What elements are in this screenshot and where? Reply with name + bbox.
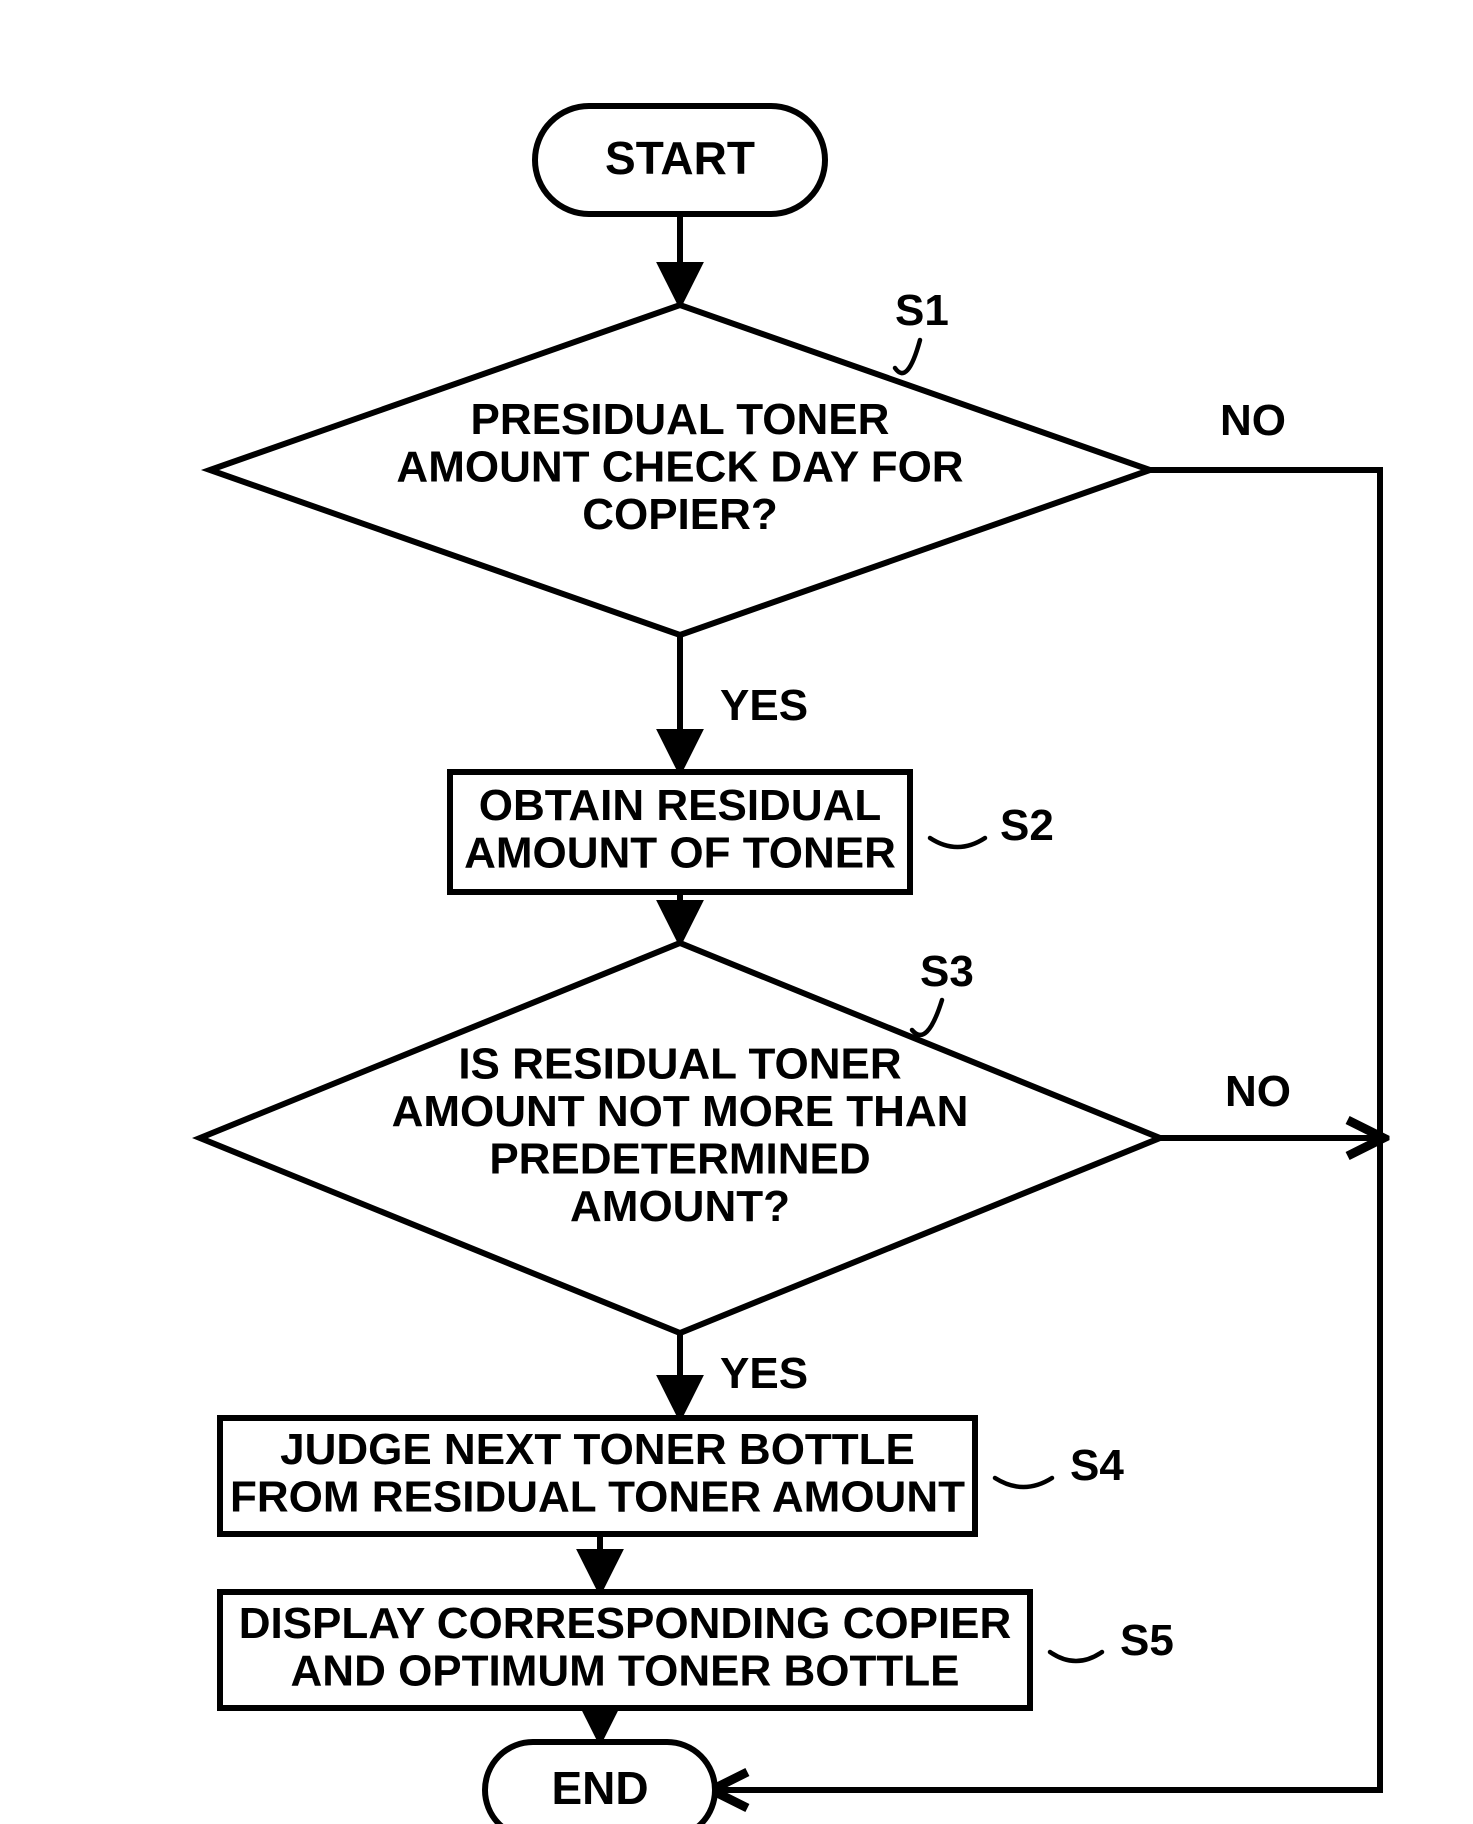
node-s1: PRESIDUAL TONERAMOUNT CHECK DAY FORCOPIE… [210,305,1150,635]
s3-text: AMOUNT? [570,1182,790,1231]
step-callout-s4 [995,1478,1052,1487]
step-label-s3: S3 [920,947,974,996]
start-text: START [605,132,755,184]
node-s4: JUDGE NEXT TONER BOTTLEFROM RESIDUAL TON… [220,1418,975,1534]
s1-text: AMOUNT CHECK DAY FOR [396,443,963,492]
s1-text: COPIER? [582,490,778,539]
step-callout-s3 [912,1000,942,1035]
step-callout-s1 [895,340,920,373]
step-label-s5: S5 [1120,1616,1174,1665]
s1-text: PRESIDUAL TONER [471,395,890,444]
node-start: START [535,106,825,214]
edge-label-no: NO [1225,1067,1291,1116]
s3-text: PREDETERMINED [489,1134,870,1183]
step-callout-s2 [930,838,985,847]
edge-label-yes: YES [720,1349,808,1398]
node-s5: DISPLAY CORRESPONDING COPIERAND OPTIMUM … [220,1592,1030,1708]
s2-text: OBTAIN RESIDUAL [479,781,882,830]
s5-text: DISPLAY CORRESPONDING COPIER [239,1599,1012,1648]
node-s3: IS RESIDUAL TONERAMOUNT NOT MORE THANPRE… [200,943,1160,1333]
step-label-s1: S1 [895,286,949,335]
step-label-s2: S2 [1000,801,1054,850]
s5-text: AND OPTIMUM TONER BOTTLE [291,1646,960,1695]
edge-label-no: NO [1220,396,1286,445]
step-label-s4: S4 [1070,1441,1124,1490]
s4-text: JUDGE NEXT TONER BOTTLE [280,1425,915,1474]
step-callout-s5 [1050,1652,1102,1661]
s4-text: FROM RESIDUAL TONER AMOUNT [230,1472,965,1521]
node-s2: OBTAIN RESIDUALAMOUNT OF TONER [450,772,910,892]
node-end: END [485,1742,715,1824]
s3-text: IS RESIDUAL TONER [458,1039,901,1088]
flowchart-canvas: YES YES NO NO START PRESIDUAL TONERAMOUNT CHE… [0,0,1473,1824]
edge-label-yes: YES [720,681,808,730]
end-text: END [551,1762,648,1814]
s2-text: AMOUNT OF TONER [464,828,896,877]
nodes: START PRESIDUAL TONERAMOUNT CHECK DAY FOR… [200,106,1160,1824]
s3-text: AMOUNT NOT MORE THAN [392,1087,969,1136]
